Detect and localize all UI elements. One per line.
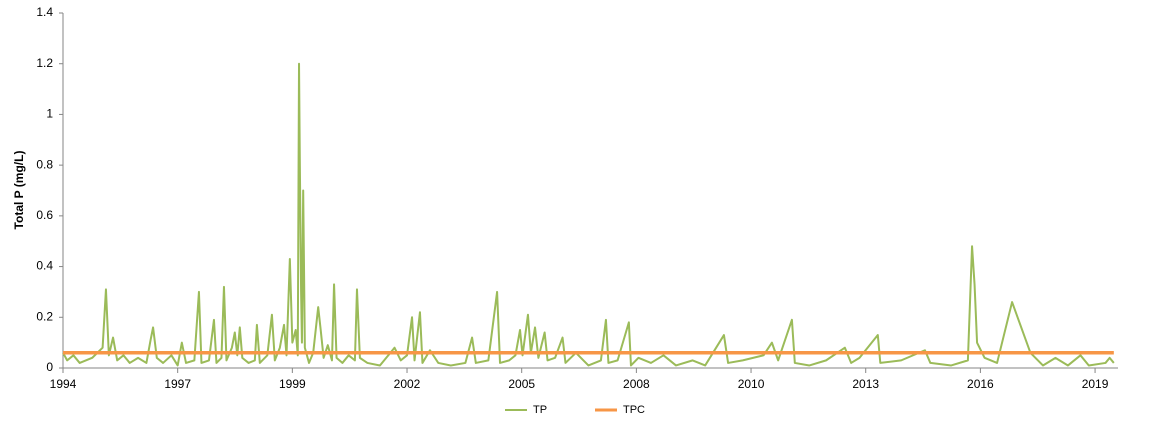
x-tick-label: 2010: [738, 377, 765, 391]
x-tick-label: 2013: [852, 377, 879, 391]
x-tick-label: 2016: [967, 377, 994, 391]
x-tick-label: 2005: [508, 377, 535, 391]
y-tick-label: 1: [46, 107, 53, 121]
y-tick-label: 0.4: [36, 259, 53, 273]
x-tick-label: 2008: [623, 377, 650, 391]
x-tick-label: 1999: [279, 377, 306, 391]
y-tick-label: 1.4: [36, 5, 53, 19]
y-tick-label: 0.2: [36, 309, 53, 323]
y-tick-label: 1.2: [36, 56, 53, 70]
x-tick-label: 2019: [1082, 377, 1109, 391]
x-tick-label: 2002: [394, 377, 421, 391]
y-tick-label: 0.6: [36, 208, 53, 222]
legend-label: TP: [533, 404, 547, 416]
y-tick-label: 0.8: [36, 157, 53, 171]
y-tick-label: 0: [46, 360, 53, 374]
y-axis-label: Total P (mg/L): [12, 151, 26, 230]
legend-label: TPC: [623, 404, 645, 416]
x-tick-label: 1994: [50, 377, 77, 391]
series-line: [62, 62, 1115, 367]
x-tick-label: 1997: [164, 377, 191, 391]
